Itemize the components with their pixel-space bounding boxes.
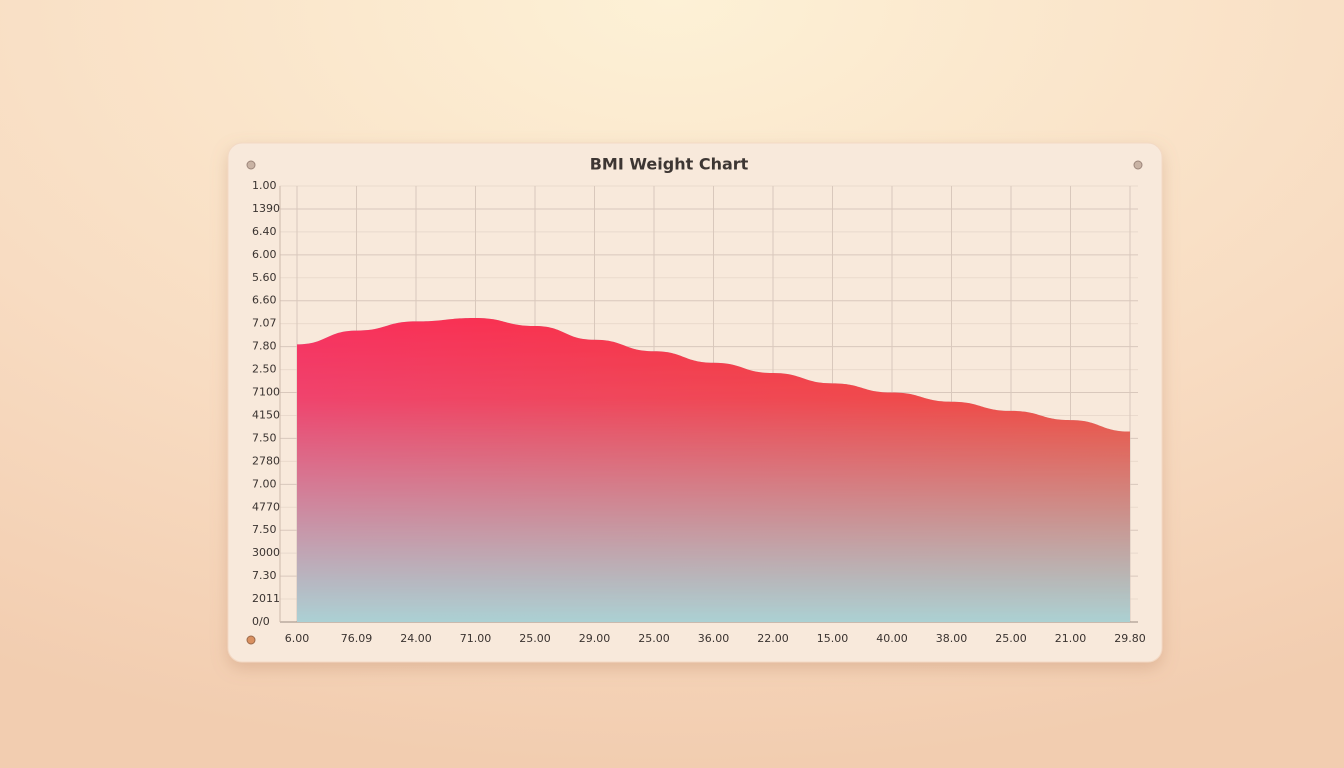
y-tick-label: 0/0: [252, 615, 270, 628]
y-tick-label: 2780: [252, 454, 280, 467]
y-tick-label: 6.40: [252, 225, 277, 238]
y-tick-label: 2011: [252, 592, 280, 605]
y-tick-label: 2.50: [252, 363, 277, 376]
screw: [1133, 160, 1143, 170]
x-tick-label: 76.09: [341, 632, 373, 645]
screw: [246, 160, 256, 170]
x-tick-label: 29.00: [579, 632, 611, 645]
y-tick-label: 1.00: [252, 179, 277, 192]
x-tick-label: 6.00: [285, 632, 310, 645]
y-tick-label: 1390: [252, 202, 280, 215]
x-tick-label: 25.00: [638, 632, 670, 645]
x-tick-label: 36.00: [698, 632, 730, 645]
y-tick-label: 7.07: [252, 317, 277, 330]
screw: [246, 635, 256, 645]
y-tick-label: 7100: [252, 386, 280, 399]
x-tick-label: 25.00: [519, 632, 551, 645]
chart-title: BMI Weight Chart: [590, 155, 749, 174]
x-tick-label: 22.00: [757, 632, 789, 645]
x-tick-label: 40.00: [876, 632, 908, 645]
y-tick-label: 4770: [252, 500, 280, 513]
y-tick-label: 7.30: [252, 569, 277, 582]
y-tick-label: 7.50: [252, 523, 277, 536]
y-tick-label: 6.60: [252, 294, 277, 307]
y-tick-label: 4150: [252, 408, 280, 421]
y-tick-label: 6.00: [252, 248, 277, 261]
y-tick-label: 3000: [252, 546, 280, 559]
x-tick-label: 29.80: [1114, 632, 1146, 645]
x-tick-label: 71.00: [460, 632, 492, 645]
y-tick-label: 7.00: [252, 477, 277, 490]
y-tick-label: 7.50: [252, 431, 277, 444]
x-tick-label: 24.00: [400, 632, 432, 645]
x-tick-label: 15.00: [817, 632, 849, 645]
plot: 0/0 2011 7.30 3000 7.50 4770 7.00 2780 7.50 4150 7…: [252, 179, 1146, 645]
y-tick-label: 5.60: [252, 271, 277, 284]
x-tick-label: 38.00: [936, 632, 968, 645]
x-tick-label: 21.00: [1055, 632, 1087, 645]
x-tick-label: 25.00: [995, 632, 1027, 645]
area: [297, 317, 1130, 622]
y-tick-label: 7.80: [252, 340, 277, 353]
